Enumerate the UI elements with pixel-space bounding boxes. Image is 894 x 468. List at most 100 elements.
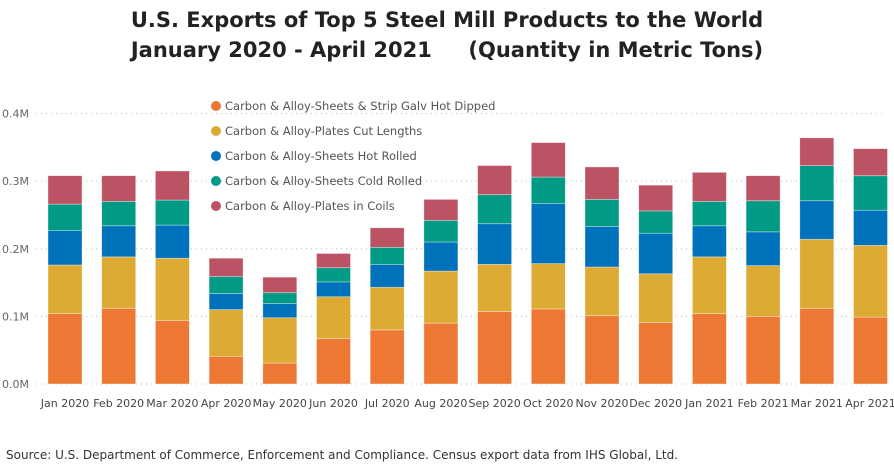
bar-segment — [47, 264, 83, 315]
bar-segment — [853, 245, 888, 318]
bar-segment — [745, 316, 781, 385]
bar-segment — [155, 320, 190, 385]
legend-label: Carbon & Alloy-Sheets Hot Rolled — [225, 149, 417, 163]
bar-segment — [477, 165, 512, 195]
legend-label: Carbon & Alloy-Plates in Coils — [225, 199, 395, 213]
bar-segment — [477, 223, 512, 265]
bar-segment — [584, 166, 620, 200]
bar-segment — [745, 265, 781, 317]
bar-segment — [369, 227, 405, 248]
x-tick-label: Apr 2020 — [201, 397, 252, 410]
bar-segment — [101, 307, 137, 385]
bar-segment — [530, 142, 566, 178]
bar-segment — [853, 316, 888, 385]
bar-segment — [101, 256, 137, 309]
bar-segment — [584, 266, 620, 317]
bar-segment — [208, 309, 244, 357]
source-note: Source: U.S. Department of Commerce, Enf… — [6, 448, 679, 462]
bar-segment — [155, 170, 190, 201]
bar-segment — [853, 148, 888, 177]
chart-title: U.S. Exports of Top 5 Steel Mill Product… — [130, 8, 764, 32]
bar-segment — [262, 292, 298, 304]
x-tick-label: Jan 2020 — [40, 397, 89, 410]
bar-segment — [369, 286, 405, 331]
x-tick-label: Sep 2020 — [468, 397, 520, 410]
bar-segment — [799, 238, 835, 309]
bar-segment — [423, 270, 459, 324]
x-tick-label: Apr 2021 — [845, 397, 894, 410]
bar-segment — [47, 313, 83, 385]
bar-segment — [369, 263, 405, 288]
bar-segment — [799, 200, 835, 240]
x-tick-label: Oct 2020 — [523, 397, 574, 410]
bar-segment — [208, 293, 244, 310]
x-tick-label: Jun 2020 — [308, 397, 358, 410]
bar-segment — [423, 219, 459, 243]
bar-segment — [530, 203, 566, 264]
legend-marker — [211, 151, 221, 161]
bar-segment — [262, 362, 298, 385]
bar-segment — [101, 201, 137, 227]
bar-segment — [316, 267, 351, 283]
x-tick-label: Nov 2020 — [576, 397, 629, 410]
x-tick-label: Mar 2020 — [146, 397, 198, 410]
bar-segment — [101, 225, 137, 258]
bar-segment — [584, 226, 620, 268]
bar-segment — [584, 199, 620, 227]
bar-segment — [208, 276, 244, 294]
bar-segment — [262, 317, 298, 364]
bar-segment — [530, 263, 566, 310]
bar-segment — [638, 210, 674, 234]
bar-segment — [155, 224, 190, 259]
bar-segment — [155, 257, 190, 321]
bar-segment — [477, 194, 512, 225]
bar-segment — [262, 276, 298, 294]
bar-segment — [423, 199, 459, 221]
x-tick-label: Feb 2021 — [738, 397, 789, 410]
bar-segment — [692, 256, 727, 315]
legend-label: Carbon & Alloy-Sheets Cold Rolled — [225, 174, 422, 188]
chart-subtitle: January 2020 - April 2021 (Quantity in M… — [130, 38, 764, 62]
x-tick-label: Dec 2020 — [629, 397, 682, 410]
bar-segment — [262, 303, 298, 319]
y-tick-label: 0.3M — [2, 175, 29, 188]
bar-segment — [799, 307, 835, 385]
legend-label: Carbon & Alloy-Sheets & Strip Galv Hot D… — [225, 99, 495, 113]
y-tick-label: 0.0M — [2, 378, 29, 391]
bar-segment — [477, 263, 512, 312]
bar-segment — [530, 308, 566, 385]
bar-segment — [208, 355, 244, 385]
bar-segment — [369, 329, 405, 385]
bar-segment — [316, 281, 351, 298]
legend-marker — [211, 101, 221, 111]
y-tick-label: 0.4M — [2, 108, 29, 121]
bar-segment — [477, 311, 512, 385]
bar-segment — [638, 184, 674, 212]
bar-segment — [155, 199, 190, 226]
bar-segment — [638, 232, 674, 275]
bar-segment — [423, 241, 459, 272]
legend-marker — [211, 126, 221, 136]
bar-segment — [423, 322, 459, 385]
bar-segment — [692, 201, 727, 227]
x-tick-label: Jul 2020 — [364, 397, 410, 410]
bar-segment — [799, 165, 835, 202]
bar-segment — [47, 203, 83, 231]
x-tick-label: Feb 2020 — [93, 397, 144, 410]
legend-marker — [211, 176, 221, 186]
bar-segment — [208, 257, 244, 277]
bar-segment — [853, 175, 888, 211]
bar-segment — [101, 175, 137, 202]
bar-segment — [530, 176, 566, 204]
x-tick-label: Mar 2021 — [791, 397, 843, 410]
bar-segment — [692, 171, 727, 202]
bar-segment — [638, 322, 674, 385]
bar-segment — [638, 273, 674, 323]
bar-segment — [745, 175, 781, 202]
x-tick-label: Aug 2020 — [414, 397, 467, 410]
bar-segment — [692, 225, 727, 258]
bar-segment — [47, 175, 83, 205]
y-tick-label: 0.2M — [2, 243, 29, 256]
